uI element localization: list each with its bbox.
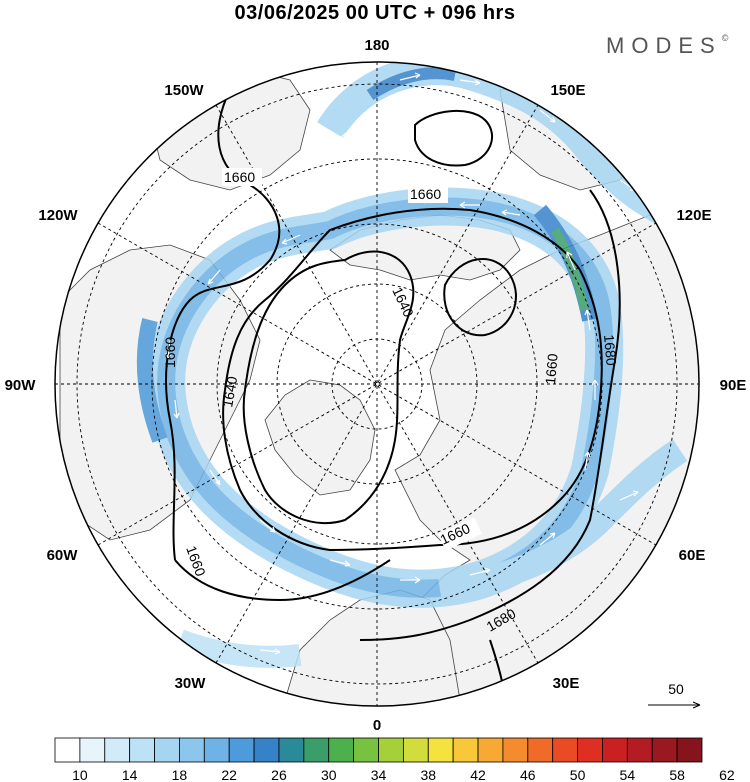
colorbar-tick-label: 14 xyxy=(122,767,138,782)
lon-label-150e: 150E xyxy=(550,82,585,99)
colorbar-swatch xyxy=(328,737,355,763)
colorbar-swatch xyxy=(253,737,280,763)
reference-vector: 50 xyxy=(648,681,701,709)
lon-label-120e: 120E xyxy=(676,207,711,224)
colorbar-swatch xyxy=(353,737,379,763)
colorbar-tick-label: 58 xyxy=(669,767,685,782)
lon-label-180: 180 xyxy=(364,37,389,54)
contour-label-c1660-e: 1660 xyxy=(542,353,561,386)
lon-label-120w: 120W xyxy=(38,207,78,224)
lon-label-30e: 30E xyxy=(553,675,580,692)
map-border xyxy=(54,61,700,707)
colorbar-swatch xyxy=(602,737,628,763)
colorbar-swatch xyxy=(378,737,404,763)
colorbar-tick-label: 50 xyxy=(570,767,586,782)
colorbar-swatch xyxy=(502,737,529,763)
colorbar-swatch xyxy=(179,737,205,763)
colorbar-swatch xyxy=(452,737,479,763)
colorbar-tick-label: 30 xyxy=(321,767,337,782)
colorbar-swatch xyxy=(129,737,155,763)
lon-label-30w: 30W xyxy=(175,675,207,692)
contour-label-c1660-top: 1660 xyxy=(410,186,441,202)
colorbar-tick-label: 62 xyxy=(719,767,735,782)
colorbar-tick-label: 38 xyxy=(420,767,436,782)
colorbar-swatch xyxy=(303,737,330,763)
colorbar-tick-label: 26 xyxy=(271,767,287,782)
colorbar-swatch xyxy=(427,737,454,763)
colorbar-swatch xyxy=(54,737,81,763)
colorbar-swatch xyxy=(552,737,578,763)
contour-label-c1660-w: 1660 xyxy=(162,337,178,368)
modes-logo: MODES© xyxy=(606,33,728,59)
contour-label-c1660-nw: 1660 xyxy=(224,169,255,185)
colorbar: 10141822263034384246505458626670 xyxy=(54,737,735,782)
colorbar-swatch xyxy=(577,737,603,763)
brand-name: MODES xyxy=(606,33,722,58)
lon-label-90e: 90E xyxy=(720,377,747,394)
colorbar-tick-label: 10 xyxy=(72,767,88,782)
colorbar-tick-label: 22 xyxy=(221,767,237,782)
colorbar-swatch xyxy=(203,737,230,763)
page-title: 03/06/2025 00 UTC + 096 hrs xyxy=(234,2,516,24)
lon-label-150w: 150W xyxy=(164,82,204,99)
reference-vector-label: 50 xyxy=(668,681,684,697)
colorbar-swatch xyxy=(104,737,131,763)
colorbar-swatch xyxy=(154,737,180,763)
contour-label-c1680-e: 1680 xyxy=(601,334,620,367)
colorbar-tick-label: 18 xyxy=(172,767,188,782)
colorbar-tick-label: 54 xyxy=(620,767,636,782)
lon-label-60e: 60E xyxy=(679,547,706,564)
colorbar-tick-label: 42 xyxy=(470,767,486,782)
colorbar-swatch xyxy=(676,737,703,763)
copyright-mark: © xyxy=(721,33,729,43)
lon-label-60w: 60W xyxy=(47,547,79,564)
lon-label-90w: 90W xyxy=(5,377,37,394)
colorbar-swatch xyxy=(651,737,678,763)
colorbar-swatch xyxy=(79,737,106,763)
colorbar-swatch xyxy=(228,737,255,763)
contour-label-c1640-w: 1640 xyxy=(219,375,240,409)
reference-arrow-head xyxy=(692,701,701,709)
colorbar-swatch xyxy=(527,737,554,763)
colorbar-swatch xyxy=(402,737,429,763)
colorbar-swatch xyxy=(477,737,504,763)
colorbar-swatch xyxy=(278,737,305,763)
lon-label-0: 0 xyxy=(373,717,381,734)
colorbar-tick-label: 34 xyxy=(371,767,387,782)
colorbar-tick-label: 46 xyxy=(520,767,536,782)
colorbar-swatch xyxy=(626,737,653,763)
longitude-labels: 180 150W 120W 90W 60W 30W 0 30E 60E 90E … xyxy=(5,37,747,734)
